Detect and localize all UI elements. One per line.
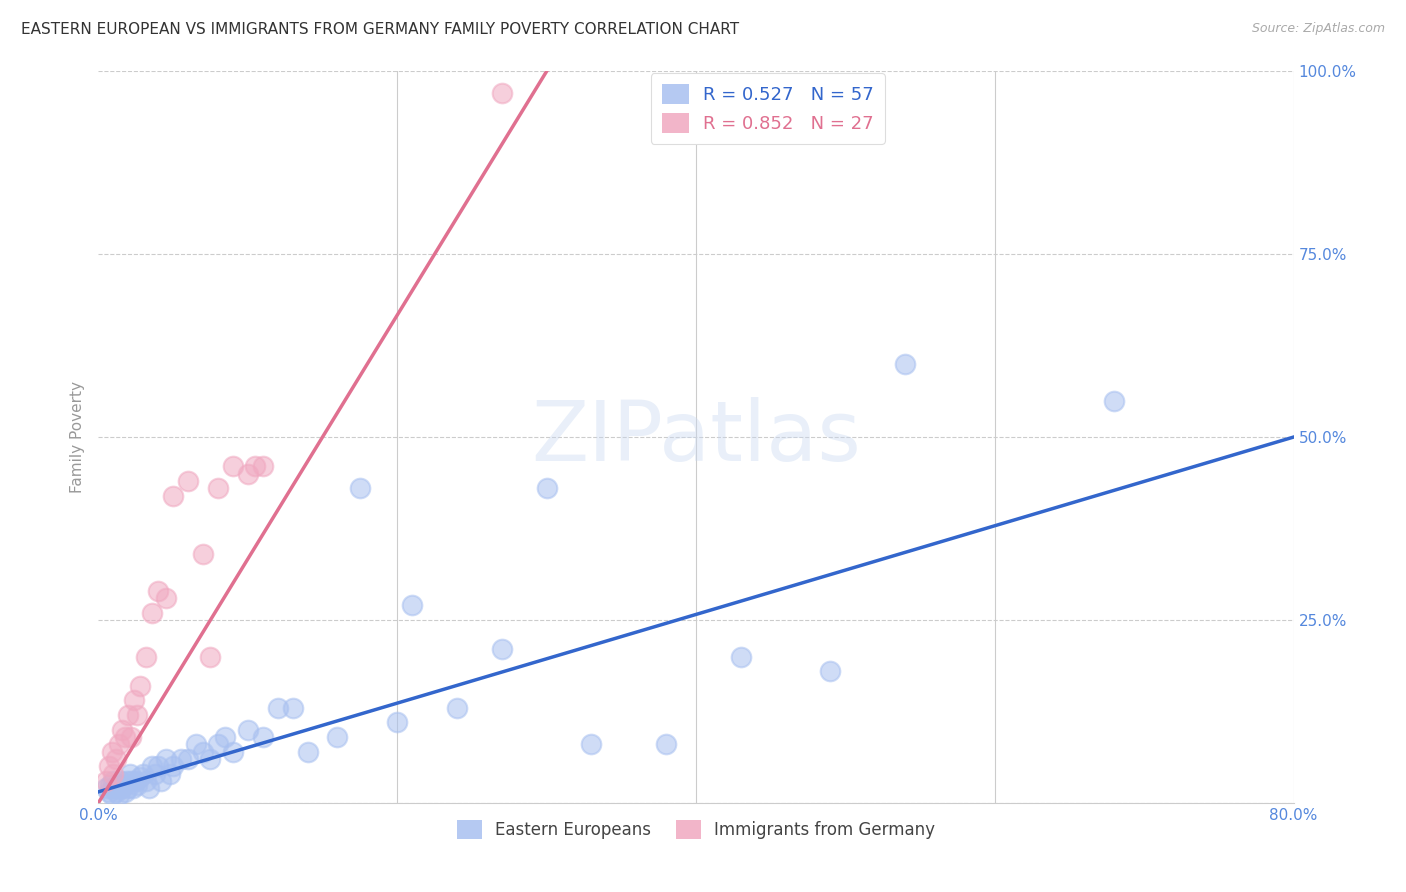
Point [110,773,132,788]
Point [207,737,229,751]
Point [236,723,259,737]
Point [326,730,349,744]
Point [118,766,141,780]
Point [297,745,319,759]
Point [114,785,136,799]
Point [141,606,163,620]
Point [97,759,120,773]
Text: ZIPatlas: ZIPatlas [531,397,860,477]
Point [107,778,129,792]
Point [222,459,245,474]
Point [191,745,214,759]
Point [730,649,752,664]
Point [177,474,200,488]
Point [148,759,170,773]
Point [117,708,139,723]
Point [111,781,134,796]
Point [120,773,142,788]
Point [117,781,139,796]
Point [132,766,155,780]
Point [150,773,173,788]
Point [124,693,146,707]
Point [94,773,117,788]
Point [115,773,138,788]
Point [108,737,131,751]
Point [120,730,142,744]
Point [214,730,236,744]
Point [184,737,207,751]
Point [103,781,125,796]
Point [112,778,135,792]
Point [222,745,245,759]
Point [105,785,128,799]
Point [245,459,267,474]
Point [148,583,170,598]
Point [267,700,290,714]
Point [111,723,134,737]
Text: EASTERN EUROPEAN VS IMMIGRANTS FROM GERMANY FAMILY POVERTY CORRELATION CHART: EASTERN EUROPEAN VS IMMIGRANTS FROM GERM… [21,22,740,37]
Point [125,773,148,788]
Point [101,745,124,759]
Point [114,730,136,744]
Point [159,766,181,780]
Point [135,773,157,788]
Point [155,752,177,766]
Point [894,357,917,371]
Point [252,459,274,474]
Text: Source: ZipAtlas.com: Source: ZipAtlas.com [1251,22,1385,36]
Point [491,87,513,101]
Point [169,752,191,766]
Point [138,781,160,796]
Point [177,752,200,766]
Point [491,642,513,657]
Point [143,766,166,780]
Point [162,489,184,503]
Point [155,591,177,605]
Point [101,789,124,803]
Point [446,700,468,714]
Point [105,752,128,766]
Point [141,759,163,773]
Point [129,770,152,784]
Point [281,700,304,714]
Point [108,789,131,803]
Y-axis label: Family Poverty: Family Poverty [69,381,84,493]
Point [385,715,409,730]
Point [349,481,371,495]
Point [401,599,423,613]
Point [820,664,842,678]
Point [207,481,229,495]
Point [1104,393,1126,408]
Point [236,467,259,481]
Point [98,778,122,792]
Point [103,766,125,780]
Point [581,737,603,751]
Point [200,752,222,766]
Point [127,708,149,723]
Point [191,547,214,561]
Point [129,679,152,693]
Point [121,781,143,796]
Point [97,785,120,799]
Point [536,481,558,495]
Point [135,649,157,664]
Point [127,778,149,792]
Point [162,759,184,773]
Point [252,730,274,744]
Point [200,649,222,664]
Point [103,773,125,788]
Legend: Eastern Europeans, Immigrants from Germany: Eastern Europeans, Immigrants from Germa… [450,814,942,846]
Point [655,737,678,751]
Point [94,781,117,796]
